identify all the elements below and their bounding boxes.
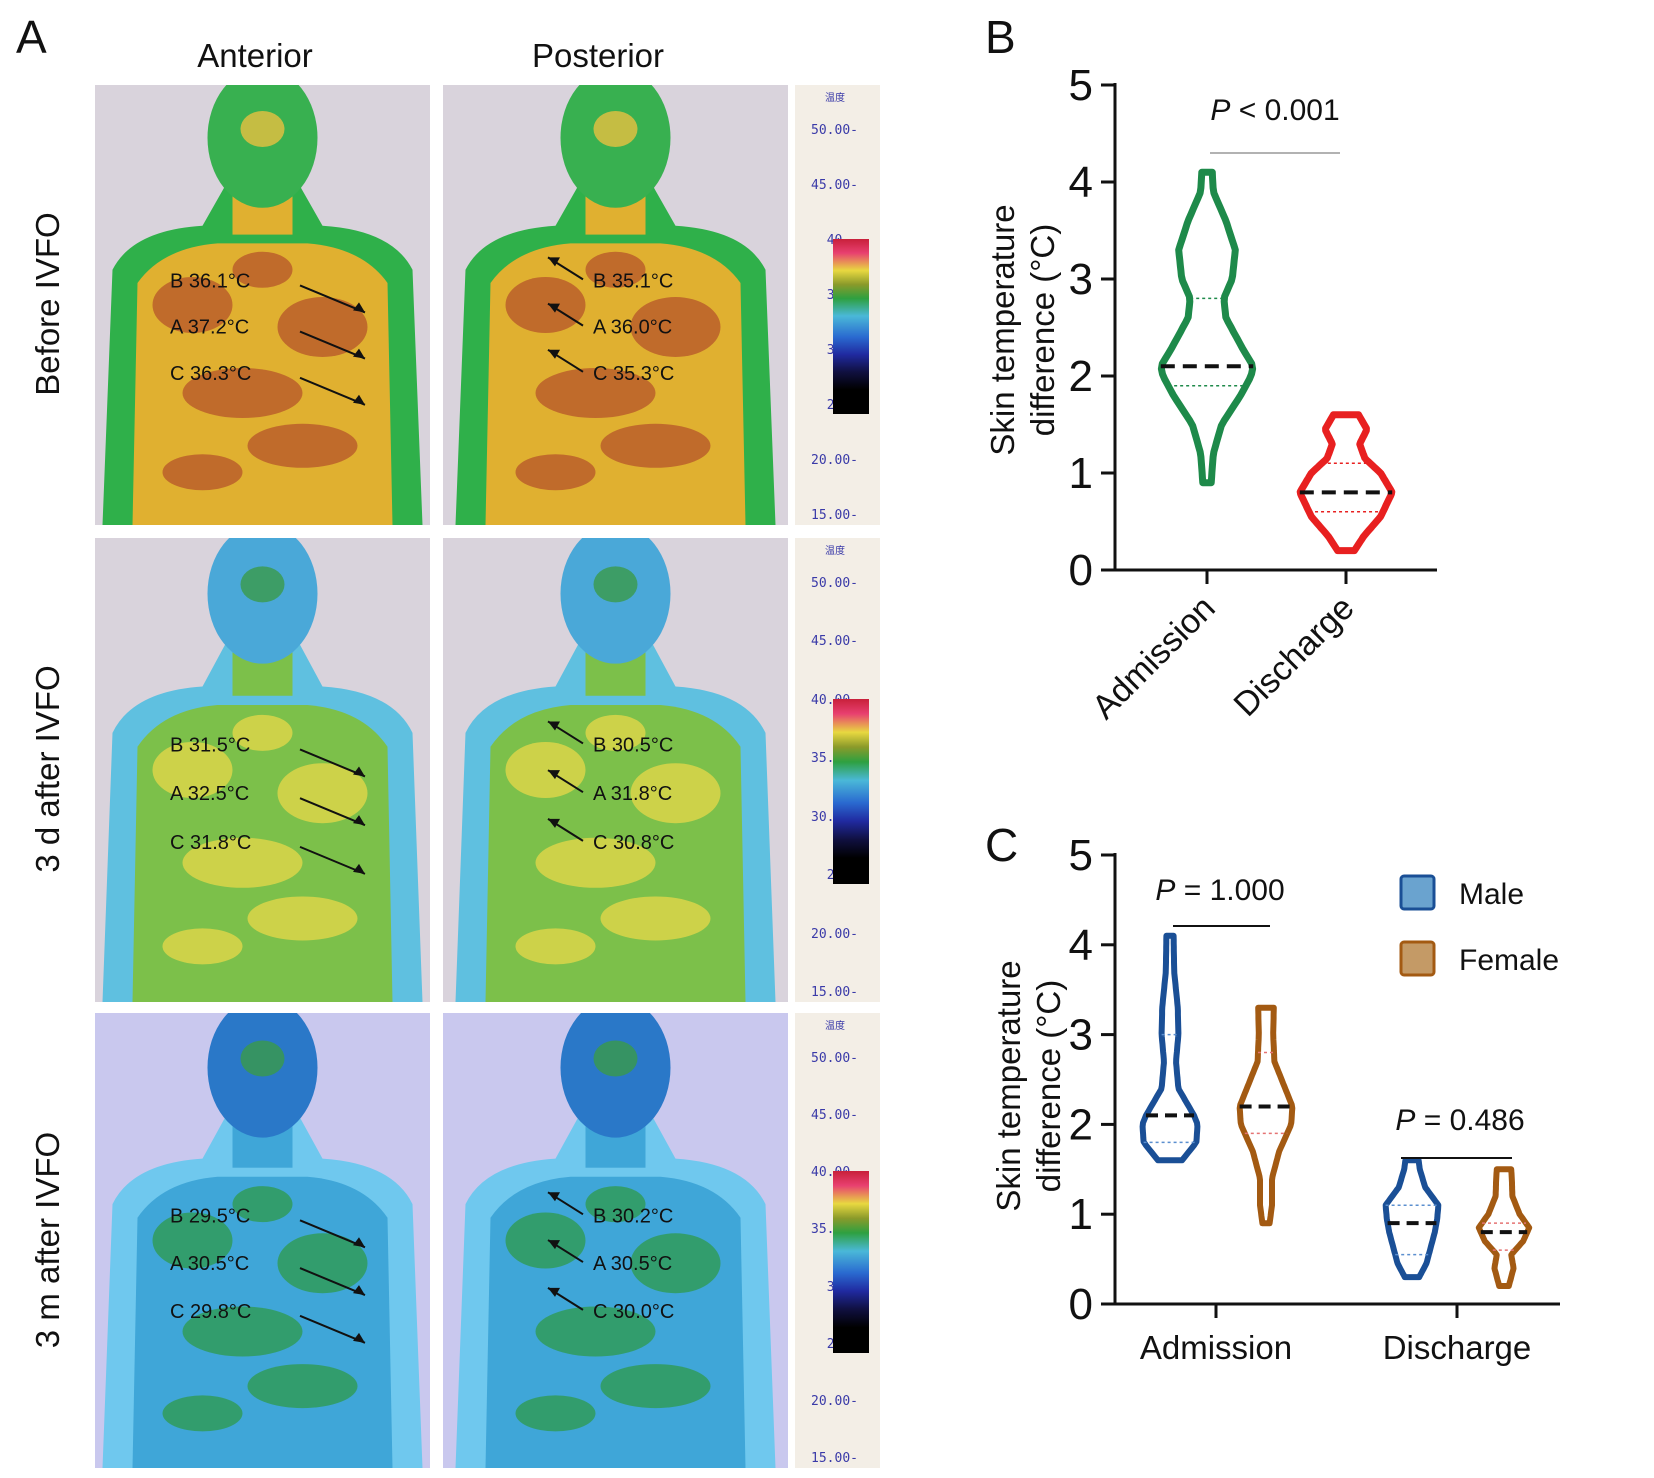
y-tick-label: 2 [1069,352,1093,401]
thermal-image-posterior: B 35.1°C A 36.0°C C 35.3°C [443,85,788,525]
scale-tick-label: 15.00- [811,985,858,1000]
scale-tick-label: 50.00- [811,123,858,138]
scale-tick-label: 45.00- [811,178,858,193]
legend-label-male: Male [1459,878,1524,911]
thermal-image-posterior: B 30.2°C A 30.5°C C 30.0°C [443,1013,788,1468]
x-tick-label: Admission [1140,1329,1292,1366]
temperature-label: B 30.5°C [593,734,673,756]
temperature-label: C 30.8°C [593,832,674,854]
violin-discharge [1296,411,1396,555]
p-value-annotation: P = 1.000 [1155,874,1284,907]
thermal-image-posterior: B 30.5°C A 31.8°C C 30.8°C [443,538,788,1002]
y-tick-label: 4 [1069,158,1093,207]
thermal-image-anterior: B 31.5°C A 32.5°C C 31.8°C [95,538,430,1002]
y-tick-label: 2 [1069,1100,1093,1149]
scale-tick-label: 45.00- [811,634,858,650]
p-value-annotation: P = 0.486 [1395,1104,1524,1137]
x-tick-label: Discharge [1383,1329,1532,1366]
temperature-label: B 29.5°C [170,1205,250,1227]
scale-tick-label: 45.00- [811,1108,858,1124]
column-header-posterior: Posterior [531,37,665,74]
violin-admission-male [1139,932,1201,1164]
y-tick-label: 0 [1069,546,1093,595]
temperature-label: C 36.3°C [170,363,251,385]
temperature-label: C 35.3°C [593,363,674,385]
y-tick-label: 0 [1069,1280,1093,1329]
scale-tick-label: 20.00- [811,926,858,942]
y-tick-label: 5 [1069,61,1093,110]
row-label: 3 m after IVFO [29,1131,66,1348]
violin-discharge-male [1382,1157,1442,1281]
y-axis-label-line1: Skin temperature [990,204,1021,455]
temperature-label: C 30.0°C [593,1301,674,1323]
row-label: Before IVFO [29,212,66,396]
colorbar [833,239,869,414]
colorbar [833,698,869,885]
temperature-scale: 温度50.00-45.00-40.-35.-30.-25.-20.00-15.0… [795,85,880,525]
scale-tick-label: 20.00- [811,453,858,468]
y-tick-label: 3 [1069,255,1093,304]
panel-b-letter: B [985,11,1016,63]
temperature-label: A 30.5°C [593,1253,672,1275]
temperature-label: C 29.8°C [170,1301,251,1323]
thermal-image-anterior: B 36.1°C A 37.2°C C 36.3°C [95,85,430,525]
temperature-label: A 32.5°C [170,783,249,805]
column-header-anterior: Anterior [197,37,313,74]
temperature-label: B 31.5°C [170,734,250,756]
violin-chart-b: 0 1 2 3 4 5 Skin temperature difference (°C) Adm… [990,61,1437,727]
scale-tick-label: 50.00- [811,1051,858,1066]
violin-discharge-female [1475,1166,1533,1289]
legend-label-female: Female [1459,944,1559,977]
y-tick-label: 5 [1069,831,1093,880]
temperature-label: A 31.8°C [593,783,672,805]
temperature-label: B 30.2°C [593,1205,673,1227]
scale-tick-label: 15.00- [811,1451,858,1466]
scale-unit-label: 温度 [825,1021,845,1032]
x-tick-label: Admission [1085,589,1223,727]
colorbar [833,1171,869,1353]
y-axis-label-line2: difference (°C) [1030,980,1067,1193]
scale-unit-label: 温度 [825,93,845,104]
scale-tick-label: 50.00- [811,576,858,591]
violin-chart-c: 0 1 2 3 4 5 Skin temperature difference (°C) Adm… [990,831,1560,1366]
temperature-label: B 35.1°C [593,270,673,292]
scale-tick-label: 20.00- [811,1393,858,1409]
temperature-label: C 31.8°C [170,832,251,854]
y-tick-label: 1 [1069,1190,1093,1239]
y-tick-label: 1 [1069,449,1093,498]
y-axis-label-line1: Skin temperature [990,960,1027,1211]
temperature-label: B 36.1°C [170,270,250,292]
temperature-label: A 37.2°C [170,317,249,339]
x-tick-label: Discharge [1227,589,1362,724]
violin-admission-female [1236,1004,1296,1227]
p-value-annotation: P < 0.001 [1210,94,1339,127]
scale-unit-label: 温度 [825,546,845,557]
y-tick-label: 3 [1069,1011,1093,1060]
temperature-scale: 温度50.00-45.00-40.00-35.00-30.-25.-20.00-… [795,1013,880,1468]
row-label: 3 d after IVFO [29,665,66,873]
thermal-image-anterior: B 29.5°C A 30.5°C C 29.8°C [95,1013,430,1468]
legend-swatch-female [1399,940,1436,977]
legend-swatch-male [1399,874,1436,911]
violin-admission [1157,168,1257,487]
panel-a-letter: A [16,11,47,63]
temperature-label: A 36.0°C [593,317,672,339]
scale-tick-label: 15.00- [811,508,858,523]
y-tick-label: 4 [1069,921,1093,970]
temperature-scale: 温度50.00-45.00-40.00-35.00-30.00-25.-20.0… [795,538,880,1002]
y-axis-label-line2: difference (°C) [1024,224,1061,437]
temperature-label: A 30.5°C [170,1253,249,1275]
panel-c-letter: C [985,819,1019,871]
